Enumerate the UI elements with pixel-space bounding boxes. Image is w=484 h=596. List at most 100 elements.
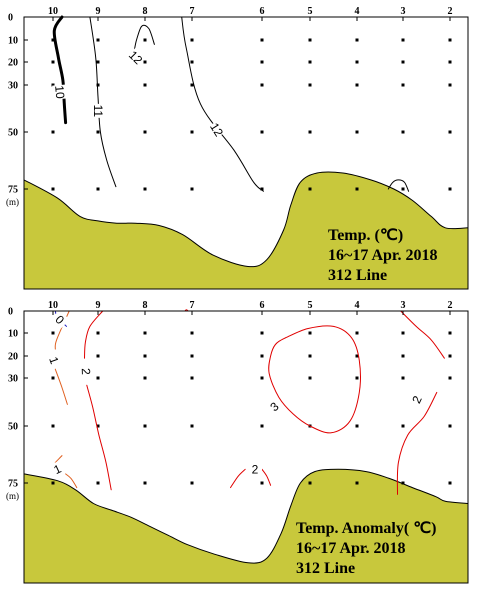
anomaly-contour-1 [54, 368, 68, 405]
temp-sample-point [96, 83, 100, 87]
temp-station-label: 5 [308, 6, 313, 17]
temp-depth-label: 10 [8, 36, 18, 47]
anomaly-sample-point [308, 354, 312, 358]
anomaly-sample-point [355, 481, 359, 485]
temp-sample-point [143, 187, 147, 191]
temp-sample-point [401, 60, 405, 64]
temp-sample-point [51, 60, 55, 64]
anomaly-sample-point [96, 424, 100, 428]
temp-seafloor-layer [23, 171, 469, 290]
anomaly-contour-2 [396, 391, 438, 495]
anomaly-depth-unit: (m) [6, 491, 19, 501]
temp-depth-label: 75 [8, 185, 18, 196]
temp-contour-label: 10 [52, 85, 67, 100]
temp-sample-point [190, 83, 194, 87]
anomaly-contour-label: 2 [79, 368, 93, 375]
temp-sample-point [355, 83, 359, 87]
anomaly-sample-point [401, 481, 405, 485]
temp-contour-12 [387, 179, 410, 192]
temp-station-label: 9 [96, 6, 101, 17]
anomaly-sample-point [143, 424, 147, 428]
anomaly-sample-point [448, 424, 452, 428]
anomaly-sample-point [401, 354, 405, 358]
anomaly-sample-point [190, 481, 194, 485]
temp-sample-point [190, 60, 194, 64]
temp-sample-point [308, 60, 312, 64]
temp-sample-point [448, 38, 452, 42]
anomaly-sample-point [190, 376, 194, 380]
temp-station-label: 8 [143, 6, 148, 17]
anomaly-contour-label-bg [248, 462, 262, 477]
temp-contour-label-bg [91, 103, 105, 118]
anomaly-sample-point [51, 376, 55, 380]
temp-contour-label: 11 [91, 105, 105, 118]
temp-sample-point [308, 130, 312, 134]
anomaly-contour-2 [230, 468, 246, 489]
temp-sample-point [401, 130, 405, 134]
temp-sample-point [355, 60, 359, 64]
temp-sample-point [401, 83, 405, 87]
temp-sample-point [260, 60, 264, 64]
anomaly-sample-point [143, 481, 147, 485]
temp-station-label: 10 [48, 6, 58, 17]
anomaly-sample-point [401, 331, 405, 335]
temp-sample-point [190, 130, 194, 134]
temp-sample-point [308, 38, 312, 42]
anomaly-station-label: 7 [190, 300, 195, 311]
anomaly-chart-title-line-2: 16~17 Apr. 2018 [296, 540, 406, 557]
anomaly-sample-point [308, 376, 312, 380]
temp-station-ticks: 10 9 8 7 6 5 4 3 2 [48, 6, 453, 21]
temp-sample-point [51, 130, 55, 134]
anomaly-sample-point [143, 331, 147, 335]
anomaly-contour-label-bg [44, 351, 63, 370]
anomaly-sample-point [190, 354, 194, 358]
anomaly-sample-point [260, 354, 264, 358]
temp-sample-point [355, 187, 359, 191]
anomaly-station-label: 3 [401, 300, 406, 311]
temp-contour-10 [52, 15, 68, 125]
temp-depth-label: 20 [8, 58, 18, 69]
temp-sample-point [260, 187, 264, 191]
temp-sample-point [355, 130, 359, 134]
temp-sample-points [51, 38, 452, 191]
anomaly-station-label: 9 [96, 300, 101, 311]
temp-depth-label: 50 [8, 128, 18, 139]
temp-station-label: 4 [355, 6, 360, 17]
anomaly-contour-2 [400, 310, 445, 359]
anomaly-sample-point [401, 424, 405, 428]
anomaly-sample-point [355, 376, 359, 380]
temp-sample-point [51, 187, 55, 191]
anomaly-contour-2 [86, 384, 112, 491]
anomaly-sample-point [355, 424, 359, 428]
anomaly-station-label: 5 [308, 300, 313, 311]
anomaly-sample-point [51, 481, 55, 485]
temp-sample-point [260, 83, 264, 87]
anomaly-contour-2 [261, 468, 272, 486]
temp-sample-point [143, 60, 147, 64]
temp-sample-point [448, 83, 452, 87]
anomaly-sample-point [96, 331, 100, 335]
anomaly-sample-point [190, 331, 194, 335]
temp-seafloor [23, 171, 469, 290]
temp-chart-title-line-1: Temp. (℃) [328, 227, 403, 244]
anomaly-sample-point [448, 354, 452, 358]
temp-sample-point [448, 187, 452, 191]
anomaly-sample-point [190, 424, 194, 428]
temp-sample-point [51, 38, 55, 42]
anomaly-station-label: 6 [260, 300, 265, 311]
anomaly-contour-label-bg [48, 460, 67, 479]
anomaly-contour-2 [84, 310, 104, 359]
temp-plot-frame [23, 16, 469, 290]
temp-station-label: 7 [190, 6, 195, 17]
temp-sample-point [51, 83, 55, 87]
anomaly-contour-label-bg [49, 309, 70, 330]
anomaly-depth-label: 30 [8, 374, 18, 385]
anomaly-depth-label: 0 [8, 307, 13, 318]
temp-sample-point [401, 187, 405, 191]
temp-sample-point [190, 38, 194, 42]
